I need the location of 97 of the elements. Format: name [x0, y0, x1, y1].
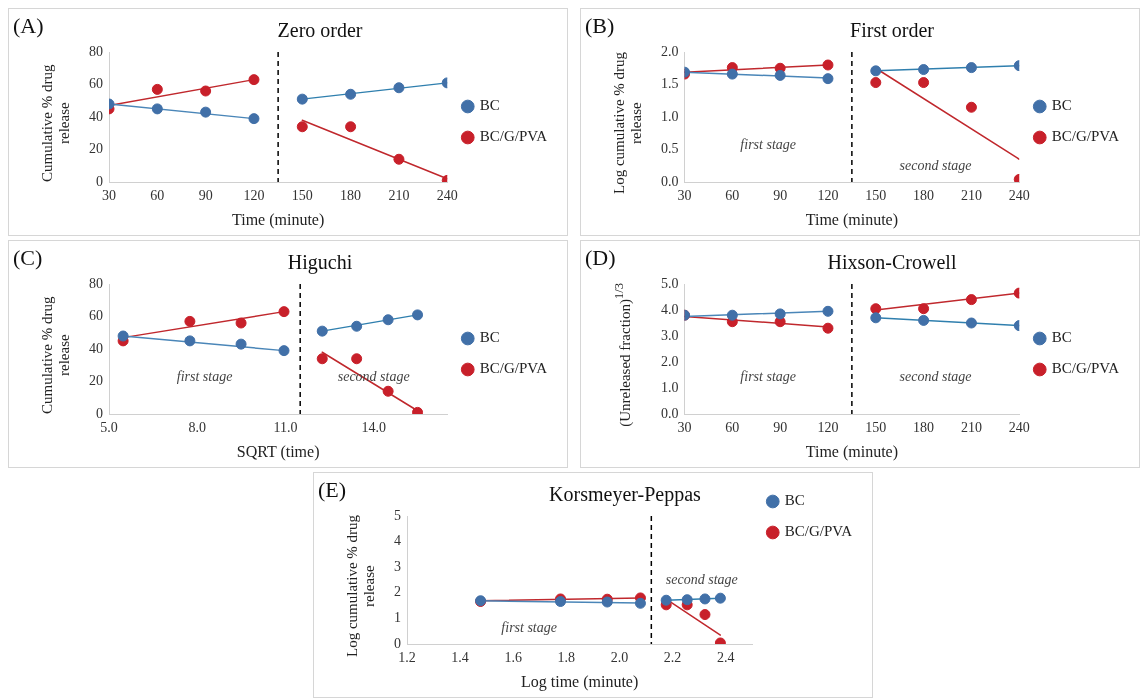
y-axis-title: Log cumulative % drug release: [611, 51, 645, 197]
y-tick-label: 0.0: [661, 173, 679, 189]
y-tick-label: 5.0: [661, 275, 679, 291]
legend-label: BC/G/PVA: [479, 128, 548, 145]
y-tick-label: 0: [96, 173, 103, 189]
x-tick-label: 150: [865, 420, 887, 436]
x-tick-label: 11.0: [273, 420, 298, 436]
y-tick-label: 0.5: [661, 141, 679, 157]
chart-title: Zero order: [277, 19, 363, 42]
x-tick-label: 60: [725, 420, 740, 436]
y-tick-label: 2.0: [661, 43, 679, 59]
legend-label: BC: [479, 97, 500, 114]
x-tick-label: 60: [150, 188, 165, 204]
x-tick-label: 240: [1008, 188, 1030, 204]
y-tick-label: 0.0: [661, 405, 679, 421]
y-tick-label: 40: [89, 340, 103, 356]
legend-label: BC/G/PVA: [1051, 128, 1120, 145]
x-tick-label: 2.4: [716, 650, 735, 666]
y-axis-title: Log cumulative % drug release: [344, 514, 378, 659]
y-tick-label: 2: [394, 584, 401, 600]
annotation: second stage: [665, 571, 738, 587]
x-tick-label: 180: [913, 420, 935, 436]
text: (E): [318, 477, 347, 503]
x-tick-label: 240: [436, 188, 458, 204]
x-axis-title: Time (minute): [805, 210, 899, 229]
y-tick-label: 60: [89, 76, 103, 92]
y-tick-label: 0: [96, 405, 103, 421]
y-tick-label: 20: [89, 373, 103, 389]
x-tick-label: 2.2: [663, 650, 682, 666]
legend-label: BC/G/PVA: [479, 360, 548, 377]
x-axis-title: Log time (minute): [520, 672, 639, 691]
annotation: first stage: [740, 137, 796, 153]
annotation: first stage: [740, 369, 796, 385]
x-tick-label: 90: [773, 188, 788, 204]
y-tick-label: 80: [89, 275, 103, 291]
y-tick-label: 1.0: [661, 379, 679, 395]
legend-label: BC: [1051, 329, 1072, 346]
chart-title: Korsmeyer-Peppas: [549, 483, 702, 507]
y-tick-label: 3.0: [661, 327, 679, 343]
y-axis-title: Cumulative % drug release: [39, 63, 73, 184]
x-tick-label: 30: [677, 188, 692, 204]
y-axis-title: Cumulative % drug release: [39, 295, 73, 416]
y-tick-label: 4.0: [661, 301, 679, 317]
chart-title: First order: [850, 19, 935, 42]
x-tick-label: 30: [677, 420, 692, 436]
annotation: second stage: [899, 369, 972, 385]
text: (B): [585, 13, 615, 39]
y-tick-label: 2.0: [661, 353, 679, 369]
chart-title: Hixson-Crowell: [827, 251, 957, 274]
x-axis-title: Time (minute): [231, 210, 325, 229]
x-tick-label: 180: [913, 188, 935, 204]
annotation: first stage: [501, 620, 557, 636]
text: (D): [585, 245, 616, 271]
y-tick-label: 3: [394, 558, 401, 574]
x-tick-label: 210: [960, 188, 982, 204]
x-tick-label: 180: [340, 188, 362, 204]
x-tick-label: 8.0: [188, 420, 206, 436]
legend-label: BC: [784, 492, 805, 509]
x-tick-label: 120: [817, 188, 839, 204]
chart-title: Higuchi: [287, 251, 353, 275]
x-tick-label: 30: [102, 188, 116, 204]
x-tick-label: 2.0: [610, 650, 629, 666]
x-tick-label: 210: [960, 420, 982, 436]
x-tick-label: 1.4: [451, 650, 469, 666]
x-tick-label: 14.0: [361, 420, 386, 436]
x-tick-label: 150: [865, 188, 887, 204]
legend-label: BC/G/PVA: [1051, 360, 1120, 377]
x-tick-label: 90: [198, 188, 213, 204]
y-tick-label: 1.0: [661, 108, 679, 124]
x-tick-label: 210: [388, 188, 410, 204]
y-tick-label: 4: [394, 533, 401, 549]
y-tick-label: 1: [394, 610, 401, 626]
text: (A): [13, 13, 44, 39]
annotation: first stage: [176, 369, 233, 385]
x-axis-title: Time (minute): [805, 442, 899, 461]
y-tick-label: 0: [394, 635, 401, 651]
y-tick-label: 60: [89, 308, 103, 324]
x-tick-label: 90: [773, 420, 788, 436]
y-tick-label: 1.5: [661, 76, 679, 92]
legend-label: BC/G/PVA: [784, 523, 853, 540]
y-tick-label: 80: [89, 43, 103, 59]
x-tick-label: 1.8: [557, 650, 576, 666]
annotation: second stage: [899, 158, 972, 174]
y-tick-label: 40: [89, 108, 103, 124]
x-axis-title: SQRT (time): [236, 442, 320, 461]
x-tick-label: 1.2: [398, 650, 416, 666]
x-tick-label: 1.6: [504, 650, 522, 666]
x-tick-label: 120: [817, 420, 839, 436]
legend-label: BC: [1051, 97, 1072, 114]
legend-label: BC: [479, 329, 500, 346]
x-tick-label: 120: [243, 188, 265, 204]
x-tick-label: 240: [1008, 420, 1030, 436]
y-tick-label: 5: [394, 507, 401, 523]
x-tick-label: 60: [725, 188, 740, 204]
x-tick-label: 150: [291, 188, 313, 204]
y-tick-label: 20: [89, 141, 103, 157]
text: (C): [13, 245, 43, 271]
